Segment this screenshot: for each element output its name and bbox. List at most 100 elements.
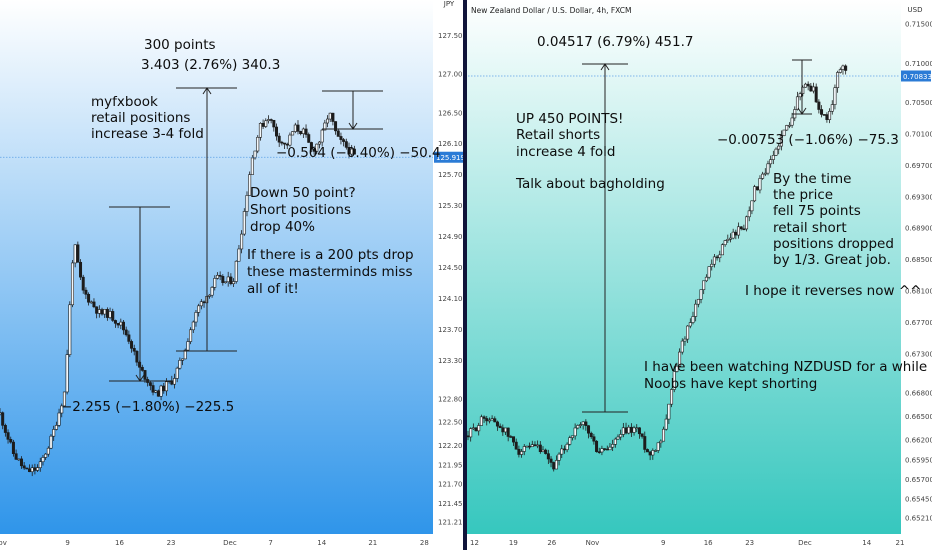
right-annotation-noobs: Noobs have kept shorting [644,376,817,392]
candle [186,338,190,351]
y-tick-label: 0.67700 [905,319,932,327]
candle [151,382,155,396]
left-annotation-all-of-it: all of it! [247,281,299,297]
x-tick-label: 9 [65,539,69,547]
candle [761,171,765,180]
left-annotation-short-positions: Short positions [250,202,351,218]
candle [87,292,91,306]
candle [474,427,478,432]
left-annotation-down-50: Down 50 point? [250,185,356,201]
candle [36,464,40,472]
candle [317,140,321,149]
left-annotation-masterminds: these masterminds miss [247,264,412,280]
candle [229,273,233,286]
candle [342,138,346,147]
candle [68,301,72,358]
candle [745,215,749,232]
candle [272,119,276,132]
x-tick-label: 23 [745,539,754,547]
candle [619,429,623,441]
left-annotation-increase: increase 3-4 fold [91,126,204,142]
candle [344,138,348,150]
candle [469,427,473,442]
candle [19,456,23,469]
candle [817,99,821,114]
candle [258,122,262,141]
left-measure-drop-small [322,90,383,130]
x-tick-label: 26 [547,539,556,547]
candle [336,128,340,137]
candle [253,150,257,160]
candle [702,280,706,295]
candle [763,168,767,177]
candle [207,294,211,299]
right-x-tick-labels: 12 19 26 Nov 9 16 23 Dec 14 21 [470,539,904,547]
right-annotation-watching: I have been watching NZDUSD for a while [644,359,927,375]
y-tick-label: 121.210 [438,518,467,526]
candle [844,64,848,75]
candle [726,234,730,243]
left-annotation-rise-measure: 3.403 (2.76%) 340.3 [141,57,280,73]
candle [242,208,246,236]
y-tick-label: 121.700 [438,481,467,489]
candle [771,150,775,165]
candle [172,373,176,389]
candle [737,222,741,239]
candle [41,455,45,466]
candle [659,439,663,448]
candle [595,440,599,453]
candle [3,423,7,437]
candle [132,344,136,356]
candle [191,320,195,334]
candle [334,121,338,135]
candle [616,434,620,440]
y-tick-label: 0.70100 [905,131,932,139]
left-candlesticks [0,112,356,477]
left-annotation-small-drop-measure: −0.504 (−0.40%) −50.4 [276,145,441,161]
candle [656,442,660,454]
right-annotation-retail-short: retail short [773,220,847,236]
candle [718,250,722,263]
current-price-label: 0.70833 [903,73,932,81]
candle [288,132,292,147]
x-tick-label: 7 [268,539,272,547]
candle [52,425,56,441]
candle [637,427,641,439]
candle [11,439,15,457]
candle [739,226,743,231]
candle [477,422,481,436]
candle [651,448,655,460]
candle [645,448,649,453]
candle [482,415,486,423]
candle [787,122,791,129]
right-annotation-drop-measure: −0.00753 (−1.06%) −75.3 [717,132,899,148]
candle [753,184,757,203]
candle [309,141,313,153]
candle [159,384,163,401]
x-tick-label: Nov [0,539,7,547]
candle [70,259,74,308]
candle [248,171,252,196]
candle [60,403,64,418]
candle [814,83,818,103]
candle [806,81,810,91]
right-price-axis [901,0,932,534]
candle [777,143,781,155]
candle [611,439,615,452]
candle [57,408,61,428]
panel-separator[interactable] [463,0,467,550]
y-tick-label: 125.700 [438,171,467,179]
left-x-tick-labels: Nov 9 16 23 Dec 7 14 21 28 [0,539,429,547]
right-annotation-retail-shorts: Retail shorts [516,127,600,143]
candle [683,336,687,346]
candle [194,310,198,327]
candle [822,114,826,116]
candle [178,357,182,370]
y-tick-label: 0.67300 [905,350,932,358]
candle [304,124,308,138]
candle [653,449,657,453]
candle [221,274,225,286]
right-annotation-rise-measure: 0.04517 (6.79%) 451.7 [537,34,693,50]
candle [124,326,128,337]
candle [554,455,558,470]
